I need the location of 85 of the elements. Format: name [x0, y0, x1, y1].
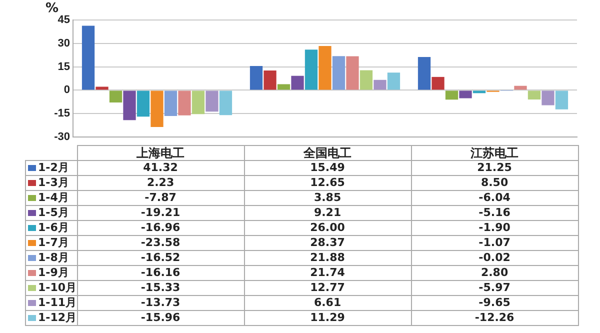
data-label: -12.26 — [411, 310, 578, 326]
data-label: 21.88 — [244, 250, 412, 266]
bar — [82, 26, 95, 90]
data-label: -16.16 — [77, 266, 244, 280]
bar — [277, 84, 290, 90]
data-label: -19.21 — [77, 206, 244, 220]
legend-label: 1-3月 — [26, 176, 78, 190]
legend-label: 1-7月 — [26, 236, 78, 250]
legend-label: 1-9月 — [26, 266, 78, 280]
data-label: 26.00 — [244, 220, 412, 236]
bar — [178, 90, 191, 116]
bar — [472, 90, 486, 94]
bar — [360, 70, 373, 90]
bar — [192, 90, 205, 114]
y-tick-label: 0 — [64, 84, 70, 96]
bar — [555, 90, 568, 110]
bar — [332, 56, 346, 90]
bar — [109, 90, 122, 102]
data-label: -15.33 — [77, 280, 244, 296]
data-label: -16.96 — [77, 220, 244, 236]
data-label: 8.50 — [411, 176, 578, 190]
bar — [219, 90, 232, 116]
data-label: -1.90 — [411, 220, 578, 236]
bar — [528, 90, 541, 100]
y-tick-label: -30 — [54, 131, 70, 144]
bar — [164, 90, 178, 116]
bar — [432, 76, 444, 90]
bar — [136, 90, 150, 117]
data-label: 9.21 — [244, 206, 412, 220]
data-label: -15.96 — [77, 310, 244, 326]
data-label: -0.02 — [411, 250, 578, 266]
bar — [387, 72, 400, 90]
legend-label: 1-10月 — [26, 280, 78, 296]
y-tick-label: 45 — [58, 14, 70, 26]
y-tick-label: 15 — [58, 60, 70, 73]
data-label: 12.65 — [244, 176, 412, 190]
data-label: -13.73 — [77, 296, 244, 310]
bar — [96, 86, 108, 90]
data-label: -5.16 — [411, 206, 578, 220]
y-tick-label: -15 — [54, 108, 70, 120]
bar — [459, 90, 472, 98]
legend-label: 1-12月 — [26, 310, 78, 326]
data-label: 2.23 — [77, 176, 244, 190]
data-label: -1.07 — [411, 236, 578, 250]
data-label: 21.74 — [244, 266, 412, 280]
data-label: 28.37 — [244, 236, 412, 250]
bar — [514, 86, 527, 90]
bar — [291, 76, 304, 90]
x-tick-label: 江苏电工 — [411, 146, 578, 160]
bar — [304, 50, 318, 90]
bar — [374, 80, 386, 90]
bar — [150, 90, 164, 127]
y-tick-label: 30 — [58, 37, 70, 50]
data-label: 41.32 — [77, 160, 244, 176]
data-label: 6.61 — [244, 296, 412, 310]
legend-label: 1-6月 — [26, 220, 78, 236]
data-label: -7.87 — [77, 190, 244, 206]
bar — [250, 66, 263, 90]
data-label: -23.58 — [77, 236, 244, 250]
data-label: -6.04 — [411, 190, 578, 206]
data-label: 15.49 — [244, 160, 412, 176]
bar — [346, 56, 359, 90]
y-axis-title: % — [45, 0, 59, 16]
legend-label: 1-11月 — [26, 296, 78, 310]
legend-label: 1-5月 — [26, 206, 78, 220]
bar — [206, 90, 218, 112]
bar — [418, 57, 431, 90]
bar — [445, 90, 458, 100]
x-tick-label: 上海电工 — [77, 146, 244, 160]
legend-label: 1-4月 — [26, 190, 78, 206]
legend-label: 1-2月 — [26, 160, 78, 176]
bar — [264, 70, 276, 90]
x-tick-label: 全国电工 — [244, 146, 412, 160]
bar — [542, 90, 554, 106]
bar — [123, 90, 136, 120]
data-label: 11.29 — [244, 310, 412, 326]
data-label: -9.65 — [411, 296, 578, 310]
data-label: 2.80 — [411, 266, 578, 280]
data-label: 3.85 — [244, 190, 412, 206]
data-label: 21.25 — [411, 160, 578, 176]
data-label: 12.77 — [244, 280, 412, 296]
legend-label: 1-8月 — [26, 250, 78, 266]
bar — [318, 46, 332, 90]
data-label: -16.52 — [77, 250, 244, 266]
data-label: -5.97 — [411, 280, 578, 296]
